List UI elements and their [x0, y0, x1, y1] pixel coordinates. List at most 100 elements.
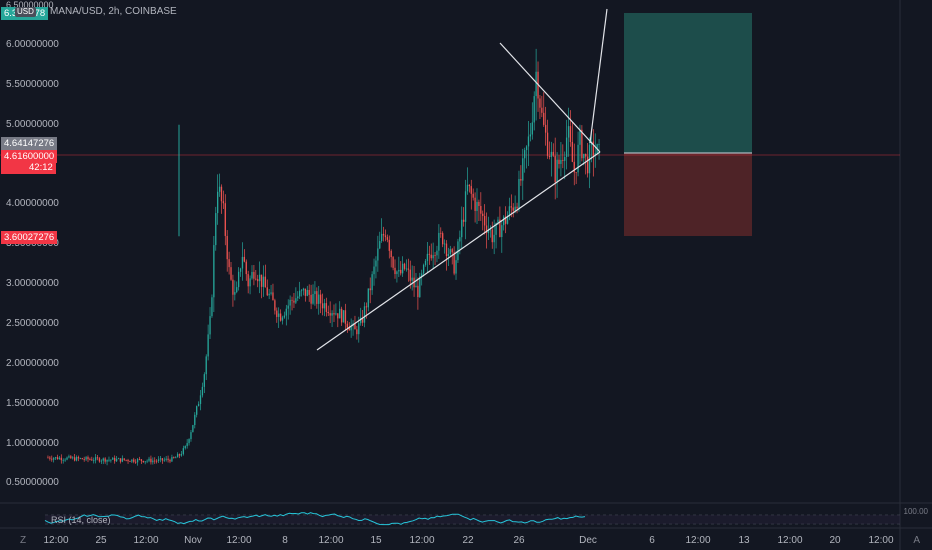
candle-body	[196, 406, 198, 415]
time-tick: 12:00	[43, 535, 69, 546]
candle-body	[474, 197, 476, 211]
candle-body	[571, 141, 574, 162]
candle-body	[510, 206, 512, 208]
price-tick: 5.00000000	[6, 119, 59, 130]
candle-body	[279, 313, 282, 321]
currency-badge[interactable]: USD	[15, 7, 36, 17]
time-tick: 15	[370, 535, 382, 546]
time-tick: Nov	[184, 535, 202, 546]
candle-body	[508, 206, 511, 216]
candle-body	[394, 267, 396, 275]
candle-body	[100, 460, 103, 462]
candle-body	[401, 263, 404, 274]
candle-body	[131, 459, 133, 462]
candle-body	[243, 256, 246, 262]
rsi-legend[interactable]: RSI (14, close)	[51, 515, 111, 525]
auto-scale-icon[interactable]: A	[913, 535, 920, 546]
ascending-trendline[interactable]	[316, 151, 601, 351]
candle-body	[438, 232, 440, 251]
candle-body	[135, 461, 137, 463]
candle-body	[249, 278, 251, 287]
candle-body	[516, 206, 518, 209]
candle-body	[424, 260, 427, 265]
candle-body	[96, 457, 99, 459]
time-tick: 12:00	[685, 535, 711, 546]
candle-body	[285, 308, 287, 316]
candle-body	[390, 250, 392, 258]
candle-body	[384, 235, 387, 238]
candle-body	[558, 159, 560, 164]
breakout-projection-line[interactable]	[589, 8, 608, 144]
candle-body	[247, 274, 249, 287]
descending-trendline[interactable]	[499, 42, 601, 153]
candle-body	[115, 459, 118, 462]
time-tick: 12:00	[318, 535, 344, 546]
candle-body	[104, 458, 106, 462]
candle-body	[218, 186, 221, 192]
price-tick: 2.00000000	[6, 358, 59, 369]
candle-body	[594, 153, 596, 156]
candle-body	[310, 294, 312, 304]
candle-body	[379, 241, 381, 249]
candle-body	[564, 157, 566, 161]
candle-body	[245, 261, 247, 275]
position-target-zone[interactable]	[624, 13, 752, 153]
candle-body	[562, 159, 564, 161]
candle-body	[64, 459, 66, 461]
candle-body	[522, 158, 524, 181]
candle-body	[302, 288, 305, 291]
bar-countdown-tag: 42:12	[1, 161, 56, 174]
rsi-band-fill	[45, 515, 900, 524]
candle-body	[581, 129, 583, 159]
candle-body	[451, 249, 453, 253]
candle-body	[224, 203, 226, 236]
candle-body	[234, 292, 236, 295]
candle-body	[87, 457, 89, 460]
timezone-icon[interactable]: Z	[20, 535, 27, 546]
candle-body	[485, 225, 488, 234]
candle-body	[358, 323, 360, 335]
candle-body	[226, 235, 228, 260]
candle-body	[348, 327, 350, 331]
time-tick: 12:00	[777, 535, 803, 546]
candle-body	[421, 273, 423, 277]
candle-body	[361, 317, 364, 323]
rsi-line	[44, 512, 586, 526]
candle-body	[405, 268, 408, 270]
candle-body	[169, 459, 171, 462]
candle-body	[518, 178, 520, 209]
candle-body	[579, 129, 581, 145]
candle-body	[525, 146, 528, 151]
candle-body	[138, 459, 141, 460]
candle-body	[325, 303, 328, 312]
price-tick: 6.00000000	[6, 39, 59, 50]
candle-body	[295, 298, 297, 303]
candle-body	[356, 329, 358, 335]
candle-body	[512, 207, 514, 211]
candle-body	[289, 299, 291, 306]
candle-body	[432, 255, 434, 259]
candle-body	[140, 459, 143, 461]
candle-body	[205, 356, 207, 375]
candle-body	[119, 458, 122, 462]
candle-body	[411, 277, 413, 281]
time-tick: 20	[829, 535, 841, 546]
candle-body	[192, 425, 194, 433]
candle-body	[495, 223, 497, 235]
candle-body	[382, 233, 385, 236]
position-stop-zone[interactable]	[624, 153, 752, 236]
candle-body	[339, 308, 341, 319]
candle-body	[396, 271, 398, 275]
candle-body	[123, 458, 125, 460]
candle-body	[83, 459, 85, 461]
rsi-upper-value: 100.00	[903, 507, 928, 516]
candle-body	[417, 285, 419, 298]
candle-body	[499, 219, 501, 237]
candle-body	[106, 459, 108, 462]
symbol-title[interactable]: MANA/USD, 2h, COINBASE	[50, 6, 177, 17]
candle-body	[182, 448, 185, 454]
candle-body	[93, 460, 95, 462]
time-tick: 22	[462, 535, 474, 546]
